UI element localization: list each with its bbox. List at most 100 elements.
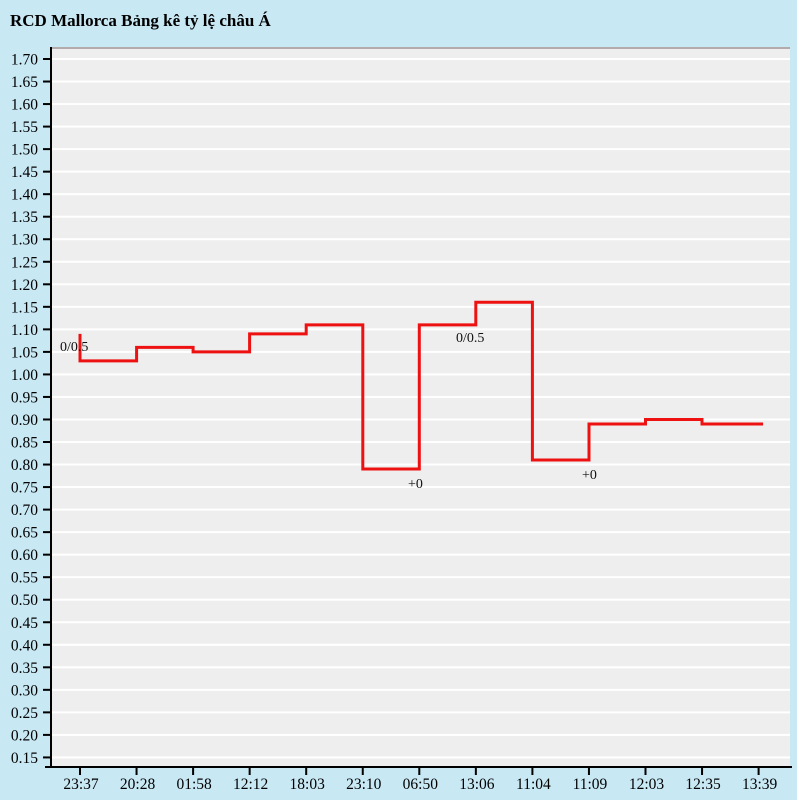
y-tick-label: 1.45 — [11, 164, 38, 181]
x-tick — [135, 767, 138, 775]
x-tick — [474, 767, 477, 775]
handicap-annotation: 0/0.5 — [60, 340, 88, 355]
y-tick — [43, 260, 51, 263]
x-tick — [757, 767, 760, 775]
y-tick-label: 0.35 — [11, 660, 38, 677]
y-tick — [43, 80, 51, 83]
y-tick-label: 1.40 — [11, 187, 38, 204]
y-tick — [43, 463, 51, 466]
y-tick-label: 0.70 — [11, 502, 38, 519]
y-gridline — [52, 328, 790, 331]
y-gridline — [52, 688, 790, 691]
y-gridline — [52, 350, 790, 353]
x-tick — [531, 767, 534, 775]
y-tick — [43, 643, 51, 646]
y-tick-label: 0.25 — [11, 705, 38, 722]
y-tick-label: 1.15 — [11, 299, 38, 316]
y-gridline — [52, 508, 790, 511]
y-gridline — [52, 531, 790, 534]
y-gridline — [52, 643, 790, 646]
y-tick-label: 0.85 — [11, 435, 38, 452]
y-gridline — [52, 395, 790, 398]
y-tick-label: 1.20 — [11, 277, 38, 294]
y-tick-label: 1.30 — [11, 232, 38, 249]
y-axis-line — [50, 47, 52, 767]
y-tick — [43, 215, 51, 218]
x-tick-label: 11:09 — [573, 776, 608, 793]
chart-title: RCD Mallorca Bảng kê tỷ lệ châu Á — [10, 11, 271, 30]
x-tick-label: 11:04 — [516, 776, 551, 793]
y-tick-label: 0.45 — [11, 615, 38, 632]
y-tick-label: 0.80 — [11, 457, 38, 474]
x-tick-label: 06:50 — [403, 776, 439, 793]
y-gridline — [52, 621, 790, 624]
y-tick-label: 0.55 — [11, 570, 38, 587]
y-gridline — [52, 103, 790, 106]
x-tick-label: 01:58 — [176, 776, 212, 793]
y-tick-label: 0.15 — [11, 750, 38, 767]
y-gridline — [52, 260, 790, 263]
y-gridline — [52, 553, 790, 556]
y-tick — [43, 373, 51, 376]
y-tick — [43, 125, 51, 128]
y-tick-label: 1.10 — [11, 322, 38, 339]
y-gridline — [52, 418, 790, 421]
y-gridline — [52, 283, 790, 286]
x-tick — [305, 767, 308, 775]
handicap-annotation: 0/0.5 — [456, 331, 484, 346]
x-tick — [701, 767, 704, 775]
y-tick — [43, 666, 51, 669]
y-tick — [43, 193, 51, 196]
y-tick-label: 0.75 — [11, 480, 38, 497]
x-tick-label: 12:03 — [629, 776, 665, 793]
y-gridline — [52, 711, 790, 714]
y-gridline — [52, 756, 790, 759]
y-gridline — [52, 215, 790, 218]
y-tick-label: 1.05 — [11, 344, 38, 361]
y-gridline — [52, 80, 790, 83]
y-tick-label: 0.50 — [11, 592, 38, 609]
y-tick — [43, 395, 51, 398]
y-tick — [43, 58, 51, 60]
x-tick — [587, 767, 590, 775]
y-tick-label: 0.30 — [11, 682, 38, 699]
y-tick — [43, 733, 51, 736]
x-tick-label: 12:12 — [233, 776, 268, 793]
x-tick-label: 12:35 — [685, 776, 721, 793]
y-tick — [43, 148, 51, 151]
x-tick — [248, 767, 251, 775]
x-tick — [644, 767, 647, 775]
y-gridline — [52, 733, 790, 736]
y-tick — [43, 756, 51, 759]
y-tick-label: 1.70 — [11, 52, 38, 69]
y-tick — [43, 170, 51, 173]
x-tick — [361, 767, 364, 775]
y-tick — [43, 418, 51, 421]
y-tick-label: 1.00 — [11, 367, 38, 384]
x-tick-label: 18:03 — [290, 776, 326, 793]
x-tick — [79, 767, 81, 775]
y-tick — [43, 553, 51, 556]
y-tick — [43, 328, 51, 331]
y-tick — [43, 238, 51, 241]
y-gridline — [52, 598, 790, 601]
y-tick — [43, 508, 51, 511]
y-tick-label: 0.20 — [11, 727, 38, 744]
y-tick — [43, 621, 51, 624]
y-tick-label: 1.50 — [11, 142, 38, 159]
y-gridline — [52, 238, 790, 241]
y-tick-label: 0.60 — [11, 547, 38, 564]
y-tick-label: 1.55 — [11, 119, 38, 136]
y-tick-label: 0.90 — [11, 412, 38, 429]
x-tick — [418, 767, 421, 775]
y-gridline — [52, 148, 790, 151]
y-gridline — [52, 58, 790, 60]
y-tick — [43, 576, 51, 579]
handicap-annotation: +0 — [582, 468, 597, 483]
y-tick — [43, 305, 51, 308]
y-tick-label: 1.65 — [11, 74, 38, 91]
x-tick-label: 23:37 — [63, 776, 99, 793]
y-tick-label: 1.35 — [11, 209, 38, 226]
